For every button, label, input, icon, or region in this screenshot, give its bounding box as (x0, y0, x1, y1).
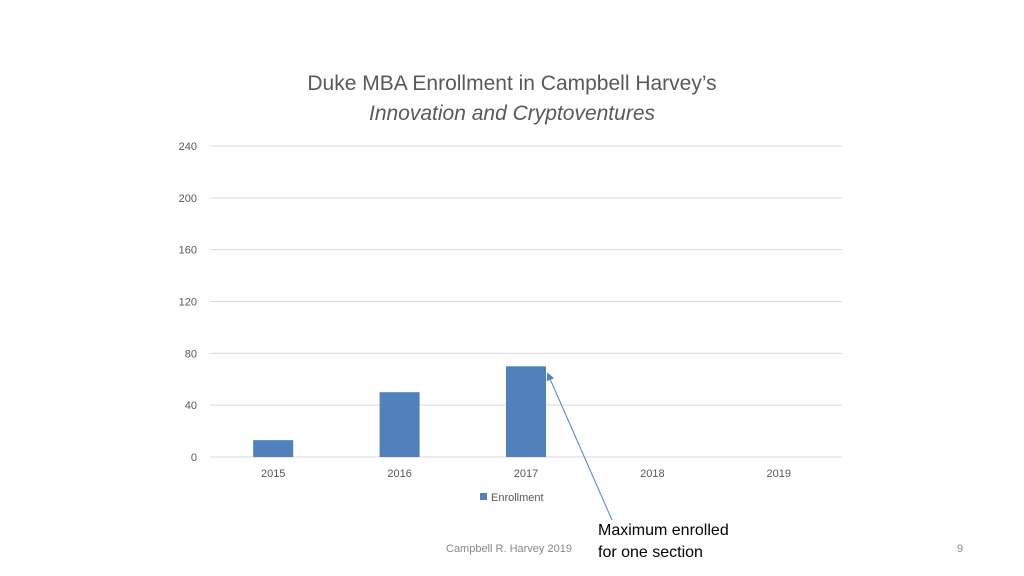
x-tick-label: 2019 (767, 468, 791, 480)
x-tick-label: 2017 (514, 468, 538, 480)
x-tick-label: 2016 (387, 468, 411, 480)
y-tick-label: 80 (185, 348, 197, 360)
page-number: 9 (957, 543, 964, 555)
y-tick-label: 120 (179, 297, 197, 309)
x-tick-label: 2015 (261, 468, 285, 480)
callout-text: Maximum enrolled for one section (598, 520, 729, 564)
y-tick-label: 240 (179, 141, 197, 153)
callout-line1: Maximum enrolled (598, 522, 729, 539)
y-tick-label: 160 (179, 245, 197, 257)
bar-2015 (253, 440, 294, 457)
y-tick-label: 200 (179, 193, 197, 205)
chart-title-line2: Innovation and Cryptoventures (368, 102, 655, 125)
callout-line2: for one section (598, 544, 703, 561)
bar-2017 (506, 366, 546, 457)
y-tick-label: 40 (185, 400, 197, 412)
annotation-arrow (546, 372, 613, 521)
legend-swatch (480, 493, 487, 500)
y-tick-label: 0 (191, 452, 197, 464)
x-tick-label: 2018 (640, 468, 664, 480)
legend-label: Enrollment (491, 492, 544, 504)
footer-author: Campbell R. Harvey 2019 (446, 543, 572, 555)
chart-title-line1: Duke MBA Enrollment in Campbell Harvey’s (307, 72, 717, 95)
bar-2016 (379, 392, 420, 457)
